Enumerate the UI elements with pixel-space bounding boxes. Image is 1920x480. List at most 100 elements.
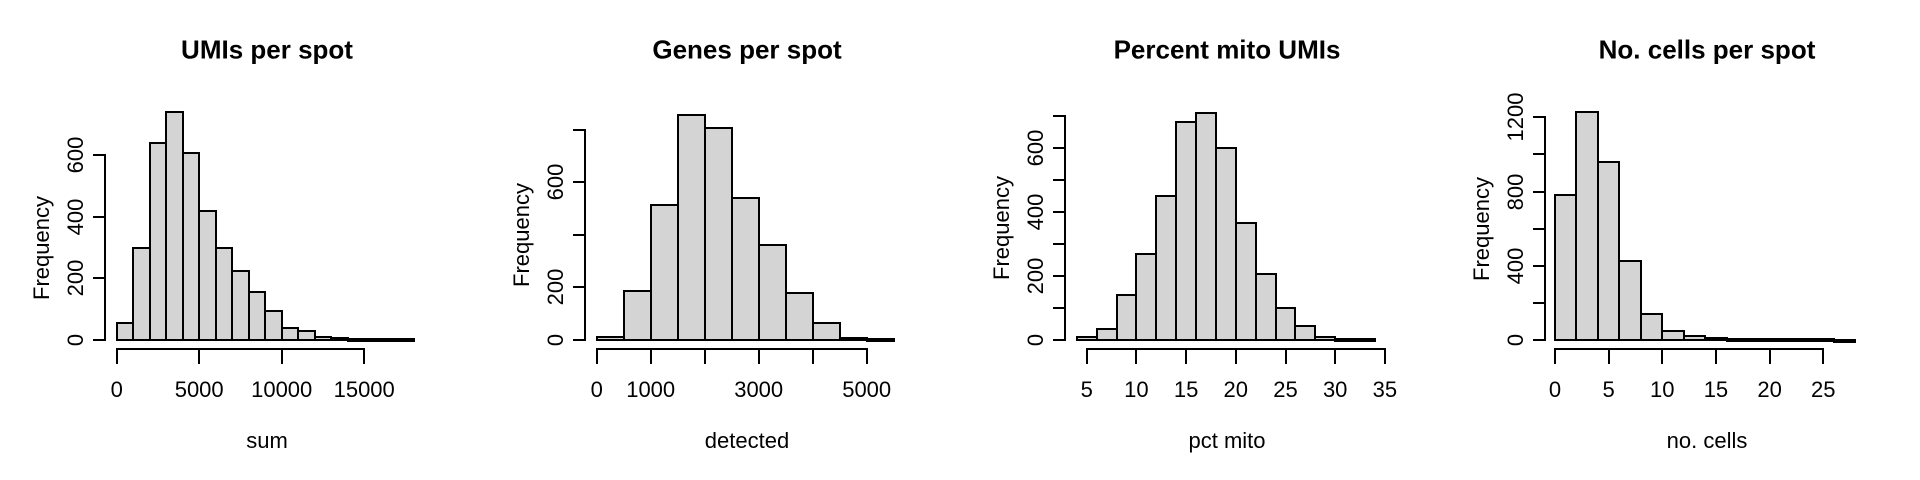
histogram-bar — [1790, 338, 1814, 343]
y-axis-line — [104, 154, 106, 341]
x-tick — [280, 348, 283, 364]
histogram-bar — [1704, 336, 1728, 341]
y-tick — [1533, 339, 1546, 341]
histogram-bar — [1618, 260, 1642, 341]
panel-title: No. cells per spot — [1598, 34, 1816, 65]
x-tick — [1284, 348, 1287, 364]
x-tick-label: 10000 — [251, 377, 313, 402]
panel-title: UMIs per spot — [181, 34, 353, 65]
x-tick — [1185, 348, 1188, 364]
x-tick-label: 20 — [1223, 377, 1249, 402]
histogram-bar — [1639, 313, 1664, 341]
histogram-panel-umis-per-spot: UMIs per spot 0 200 400 600 0 5000 10000 15000 s… — [0, 0, 480, 480]
y-tick-label: 0 — [543, 333, 568, 347]
histogram-bar — [649, 204, 679, 341]
histogram-bar — [1274, 307, 1297, 341]
x-tick — [1135, 348, 1138, 364]
y-tick-label: 400 — [1503, 247, 1528, 285]
x-axis-line — [595, 348, 868, 350]
x-tick-label: 10 — [1650, 377, 1675, 402]
y-tick — [1533, 264, 1546, 267]
y-axis-line — [1064, 115, 1066, 341]
x-tick — [811, 348, 814, 364]
x-tick-label: 30 — [1322, 377, 1348, 402]
y-tick — [1533, 116, 1546, 119]
y-tick — [93, 277, 106, 280]
x-tick-label: 35 — [1372, 377, 1398, 402]
x-tick — [1085, 348, 1088, 364]
histogram-bar — [297, 330, 316, 341]
y-tick-label: 600 — [63, 136, 88, 174]
y-tick — [93, 339, 106, 341]
x-tick — [363, 348, 366, 364]
y-axis-title: Frequency — [989, 176, 1014, 280]
y-tick-label: 400 — [63, 198, 88, 236]
x-tick — [703, 348, 706, 364]
histogram-bar — [730, 196, 760, 341]
histogram-panel-percent-mito-umis: Percent mito UMIs 0 200 400 600 5 10 15 20 25 30 3… — [960, 0, 1440, 480]
histogram-bar — [1294, 324, 1317, 341]
x-tick-label: 5 — [1080, 377, 1093, 402]
x-tick-label: 3000 — [734, 377, 784, 402]
histogram-bar — [1195, 111, 1217, 341]
x-tick-label: 20 — [1757, 377, 1782, 402]
x-axis-title: no. cells — [1666, 428, 1748, 453]
x-tick-label: 5 — [1602, 377, 1615, 402]
x-tick — [1234, 348, 1237, 364]
plot-area: 0 200 400 600 0 5000 10000 15000 sum Frequency — [0, 0, 480, 480]
x-tick — [649, 348, 652, 364]
y-tick-label: 600 — [1023, 129, 1048, 167]
x-axis-title: sum — [246, 428, 288, 453]
histogram-bar — [784, 292, 814, 341]
x-axis-title: detected — [704, 428, 790, 453]
histogram-bar — [1832, 338, 1857, 343]
y-tick — [573, 181, 586, 184]
histogram-bar — [1354, 338, 1376, 343]
histogram-bar — [865, 337, 895, 342]
y-tick-label: 800 — [1503, 173, 1528, 210]
y-tick — [573, 233, 586, 236]
x-tick-label: 25 — [1811, 377, 1836, 402]
histogram-bar — [622, 290, 652, 341]
y-tick — [1053, 179, 1066, 181]
y-axis-title: Frequency — [1469, 176, 1494, 281]
x-tick — [115, 348, 118, 364]
y-tick — [93, 154, 106, 157]
x-tick — [198, 348, 201, 364]
y-tick — [1533, 190, 1546, 193]
y-tick — [573, 128, 586, 131]
y-tick-label: 0 — [1503, 333, 1528, 347]
x-tick — [1554, 348, 1556, 364]
histogram-panel-no-cells-per-spot: No. cells per spot 0 400 800 1200 0 5 10 15 20 25… — [1440, 0, 1920, 480]
histogram-bar — [757, 243, 787, 341]
histogram-bar — [1234, 222, 1257, 341]
histogram-bar — [1768, 338, 1793, 343]
y-tick — [93, 215, 106, 218]
histogram-bar — [1596, 160, 1621, 341]
y-tick-label: 1200 — [1503, 92, 1528, 142]
histogram-bar — [1661, 329, 1685, 341]
x-tick — [1661, 348, 1664, 364]
y-tick — [573, 286, 586, 289]
y-axis-title: Frequency — [509, 182, 534, 287]
y-tick — [1053, 147, 1066, 149]
y-axis-title: Frequency — [29, 195, 54, 300]
histogram-panel-genes-per-spot: Genes per spot 0 200 600 0 1000 3000 5000 detec… — [480, 0, 960, 480]
y-tick-label: 400 — [1023, 193, 1048, 231]
y-tick — [573, 339, 586, 341]
histogram-bar — [1095, 327, 1118, 341]
panel-title: Genes per spot — [652, 34, 842, 65]
x-tick-label: 5000 — [842, 377, 892, 402]
histogram-bar — [1115, 294, 1138, 341]
histogram-bar — [1155, 195, 1178, 341]
histogram-bar — [396, 338, 415, 343]
x-tick — [1607, 348, 1610, 364]
histogram-bar — [1811, 338, 1835, 343]
x-tick-label: 15 — [1173, 377, 1199, 402]
x-tick-label: 5000 — [174, 377, 224, 402]
y-tick-label: 200 — [63, 259, 88, 297]
y-tick — [1053, 339, 1066, 341]
histogram-bar — [1682, 335, 1707, 341]
y-tick-label: 0 — [1023, 333, 1048, 347]
x-tick — [1383, 348, 1386, 364]
